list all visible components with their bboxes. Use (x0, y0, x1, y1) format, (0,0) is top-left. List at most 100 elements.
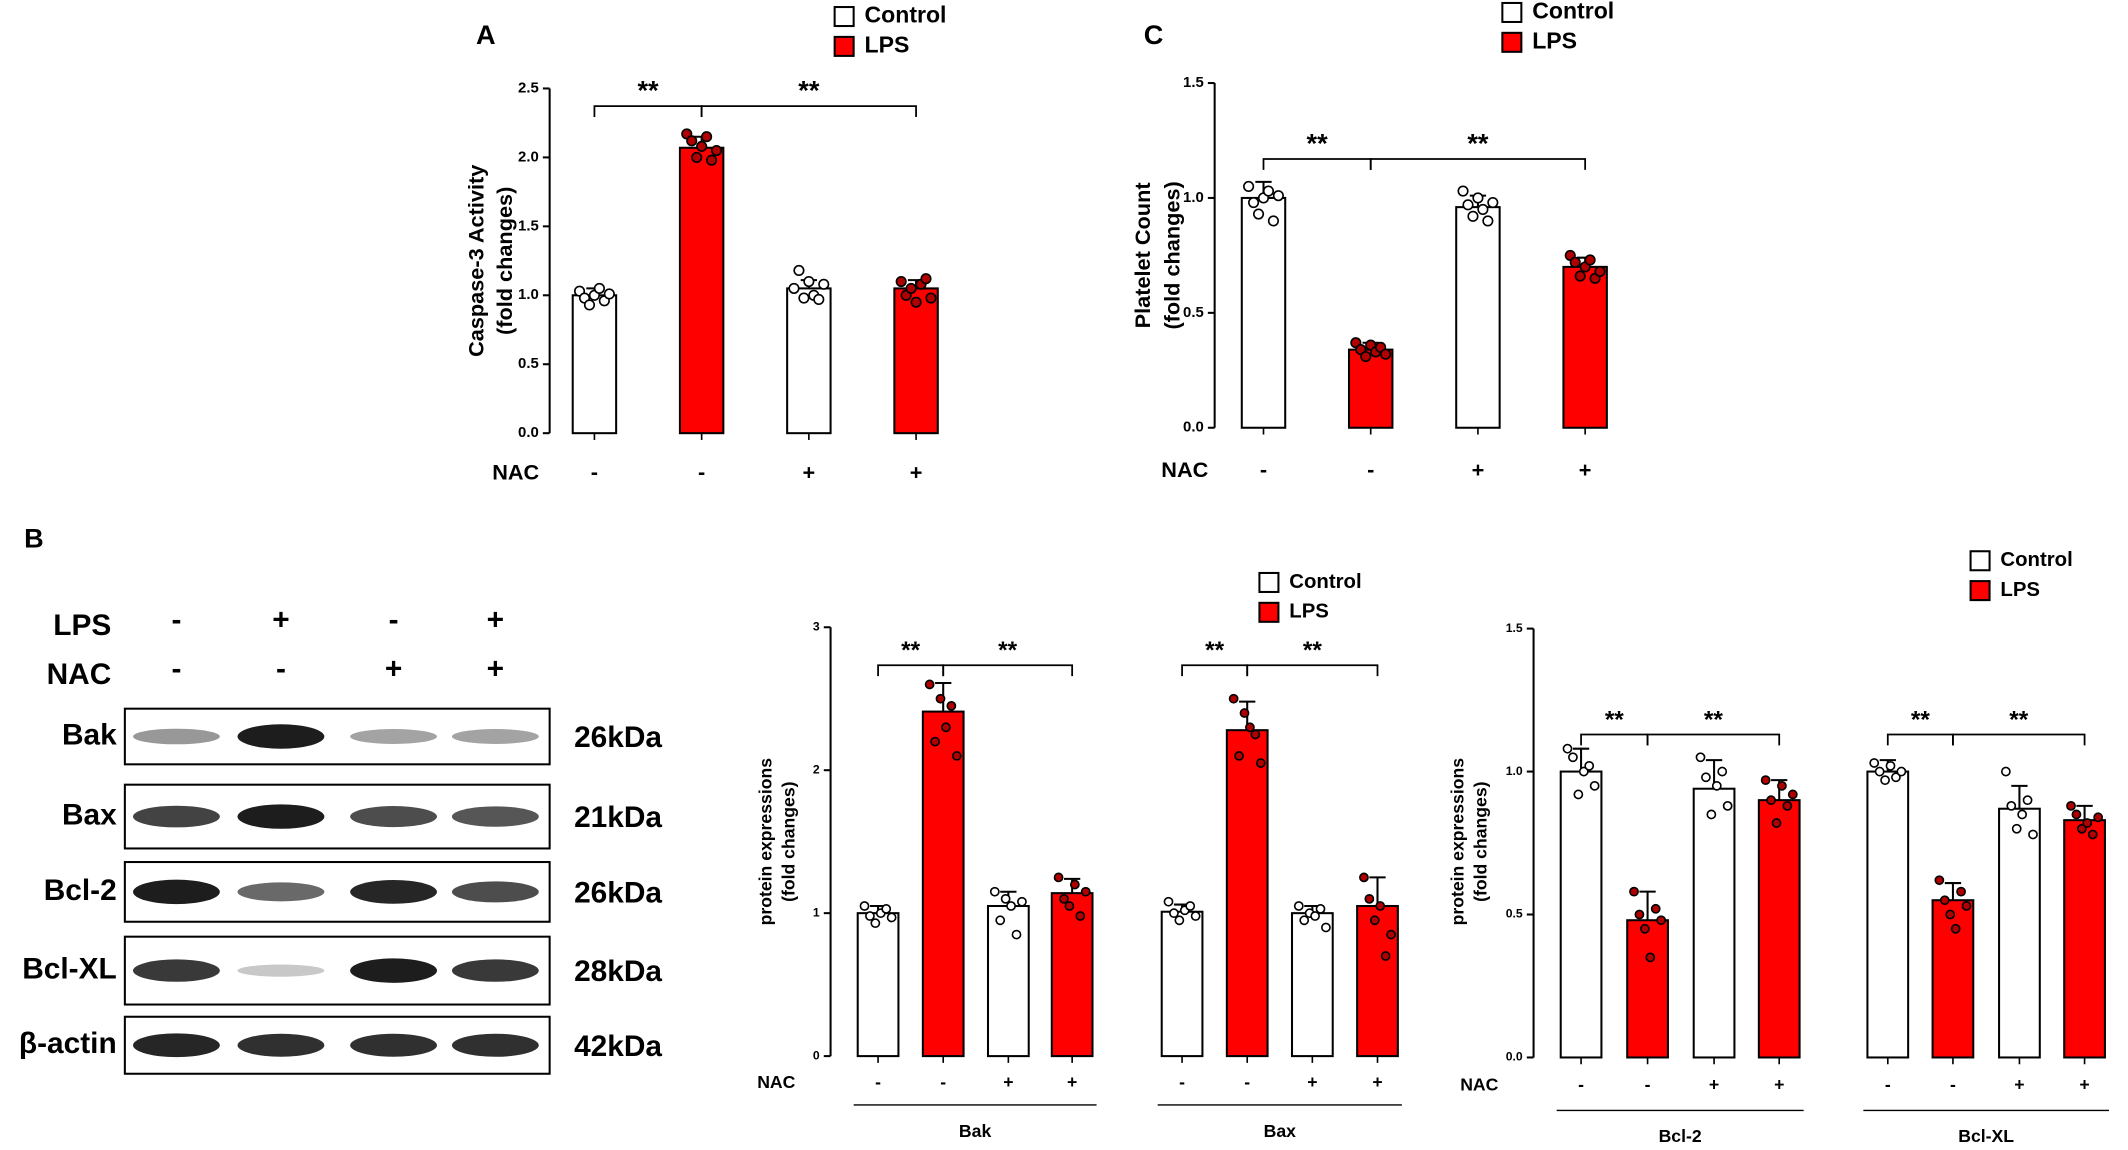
condition-label: LPS (53, 609, 111, 642)
data-point (1185, 901, 1196, 911)
x-tick-label: - (1260, 457, 1267, 482)
significance-label: ** (798, 75, 820, 106)
data-point (2028, 829, 2038, 840)
blot-band (133, 728, 220, 745)
data-point (1885, 760, 1896, 771)
blot-band (451, 959, 539, 982)
x-tick-label: + (1067, 1072, 1077, 1092)
y-axis-label: (fold changes) (1160, 181, 1185, 329)
significance-label: ** (901, 637, 920, 664)
x-tick-label: - (940, 1072, 946, 1092)
blot-size-label: 42kDa (574, 1030, 662, 1063)
data-point (1011, 929, 1022, 940)
x-tick-label: + (910, 460, 923, 485)
bar (1559, 770, 1603, 1059)
significance-label: ** (1205, 637, 1224, 664)
data-point (870, 918, 881, 929)
condition-sign: - (389, 604, 399, 637)
data-point (2011, 823, 2022, 834)
data-point (1656, 915, 1667, 926)
data-point (905, 282, 917, 294)
x-tick-label: - (1578, 1075, 1584, 1095)
significance-label: ** (1605, 706, 1624, 733)
data-point (798, 292, 810, 304)
significance-label: ** (1911, 706, 1930, 733)
data-point (1243, 180, 1255, 193)
blot-frame (123, 707, 551, 766)
data-point (1252, 208, 1265, 220)
bar (921, 710, 965, 1058)
bar (1998, 807, 2041, 1059)
data-point (1589, 780, 1600, 791)
legend-label: Control (2000, 549, 2072, 571)
data-point (924, 679, 935, 690)
data-point (1190, 911, 1201, 921)
legend-swatch (1501, 1, 1523, 23)
blot-band (350, 958, 437, 983)
data-point (1245, 722, 1255, 733)
data-point (1945, 909, 1956, 920)
data-point (1239, 708, 1250, 718)
data-point (1364, 893, 1375, 904)
data-point (1255, 758, 1266, 768)
condition-label: NAC (47, 658, 112, 691)
data-point (1059, 893, 1069, 904)
blot-row-label: Bax (62, 798, 117, 831)
data-point (920, 273, 932, 285)
significance-bracket (1262, 158, 1372, 170)
x-row-label: NAC (1161, 457, 1208, 482)
legend-swatch (1258, 571, 1280, 593)
legend-swatch (833, 35, 855, 57)
y-tick-label: 3 (813, 619, 820, 633)
bar (678, 146, 725, 435)
data-point (691, 151, 703, 163)
y-axis-label: protein expressions (755, 758, 775, 926)
data-point (1956, 886, 1966, 897)
blot-band (237, 724, 325, 749)
y-tick-label: 1.5 (518, 217, 539, 234)
data-point (1880, 775, 1890, 786)
x-tick-label: + (1579, 457, 1592, 482)
data-point (1578, 766, 1589, 777)
x-tick-label: + (1774, 1075, 1784, 1095)
bar (1626, 919, 1669, 1059)
data-point (803, 275, 815, 288)
blot-band (133, 879, 220, 905)
data-point (1891, 772, 1901, 783)
condition-sign: + (487, 604, 504, 637)
significance-bracket (1952, 733, 2086, 746)
data-point (1272, 190, 1284, 202)
x-row-label: NAC (492, 460, 539, 485)
data-point (1467, 210, 1479, 222)
y-axis-label: (fold changes) (1471, 781, 1491, 901)
data-point (1299, 915, 1310, 926)
legend-label: Control (1532, 0, 1614, 24)
data-point (1457, 185, 1469, 197)
blot-band (350, 806, 437, 828)
data-point (1477, 203, 1489, 215)
condition-sign: + (487, 653, 504, 686)
condition-sign: - (171, 604, 181, 637)
blot-band (451, 729, 539, 744)
data-point (1574, 270, 1586, 282)
data-point (706, 154, 718, 166)
data-point (1006, 901, 1016, 911)
blot-band (350, 1033, 437, 1057)
blot-band (451, 806, 539, 827)
blot-band (237, 1033, 325, 1057)
significance-label: ** (1303, 637, 1322, 664)
bar (1757, 799, 1801, 1059)
x-tick-label: + (1709, 1075, 1719, 1095)
group-label: Bak (959, 1121, 992, 1141)
significance-label: ** (1467, 128, 1489, 159)
blot-row-label: Bak (62, 718, 117, 751)
significance-label: ** (637, 75, 659, 106)
y-tick-label: 0.5 (518, 355, 539, 372)
significance-bracket (1580, 733, 1649, 746)
error-bar (1944, 882, 1962, 901)
data-point (1359, 872, 1369, 883)
bar (786, 287, 832, 435)
data-point (989, 886, 1000, 897)
data-point (1310, 911, 1320, 921)
data-point (1380, 348, 1392, 360)
